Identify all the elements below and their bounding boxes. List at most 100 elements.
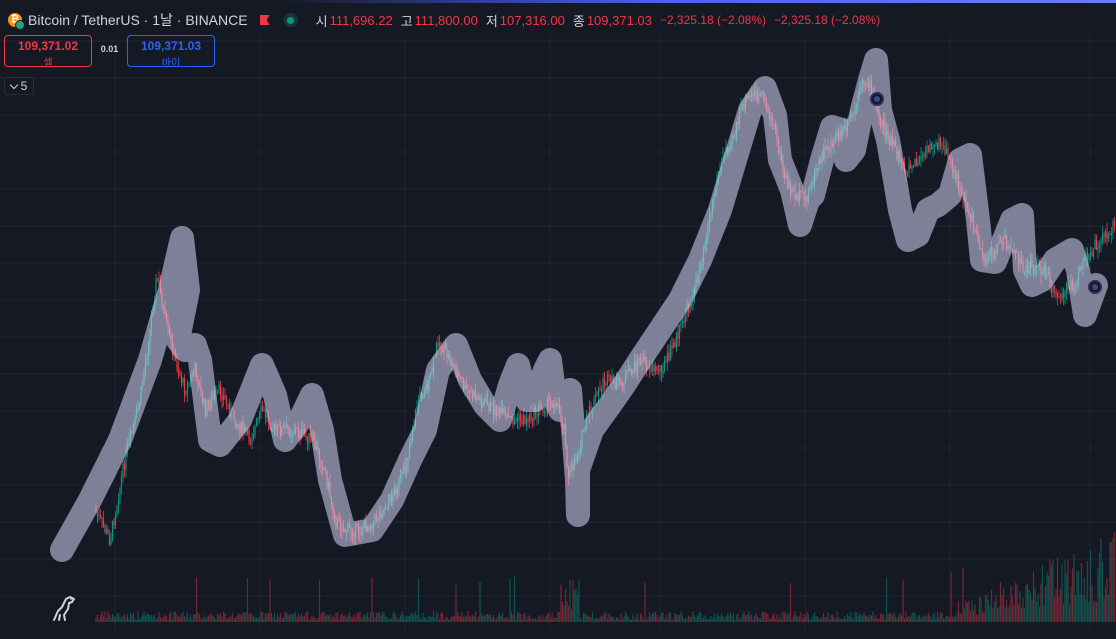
volume-bar [303, 615, 306, 622]
volume-bar [660, 612, 663, 622]
symbol-title[interactable]: Bitcoin / TetherUS · 1날 · BINANCE [28, 12, 248, 28]
volume-bar [495, 618, 498, 622]
volume-bar [917, 615, 919, 622]
volume-bar [767, 614, 769, 622]
volume-bar [477, 616, 480, 622]
dinosaur-logo-icon[interactable] [50, 593, 78, 623]
volume-bar [774, 619, 777, 622]
volume-bar [825, 617, 828, 622]
volume-bar [197, 611, 199, 622]
volume-bar [609, 617, 612, 622]
candle-body [1086, 252, 1089, 261]
volume-bar [879, 613, 882, 622]
volume-bar [150, 615, 153, 622]
volume-bar [500, 615, 502, 622]
volume-bar [644, 582, 646, 622]
candle-body [155, 278, 157, 302]
indicators-toggle-button[interactable]: 5 [4, 77, 34, 95]
volume-bar [524, 612, 526, 622]
candle-body [944, 145, 946, 155]
spread-value: 0.01 [100, 44, 119, 54]
volume-bar [266, 613, 268, 622]
volume-bar [414, 611, 417, 622]
volume-bar [768, 618, 771, 622]
volume-bar [687, 615, 690, 622]
volume-bar [170, 611, 172, 622]
volume-bar [192, 614, 195, 622]
volume-bar [456, 611, 459, 622]
volume-bar [444, 618, 447, 622]
candle-body [1109, 233, 1111, 235]
volume-bar [387, 618, 390, 622]
buy-label: 바이 [161, 58, 181, 69]
volume-bar [1106, 578, 1108, 622]
volume-bar [525, 619, 528, 622]
volume-bar [317, 618, 319, 622]
volume-bar [977, 614, 979, 622]
alert-marker-2[interactable] [1088, 280, 1102, 294]
volume-bar [521, 619, 523, 622]
candle-body [158, 278, 160, 283]
volume-bar [1023, 608, 1026, 622]
candle-body [1107, 233, 1110, 239]
volume-bar [885, 577, 888, 622]
volume-bar [300, 613, 303, 622]
candle-body [530, 413, 532, 420]
volume-bar [1035, 601, 1038, 622]
volume-bar [714, 618, 717, 622]
candle-body [669, 345, 672, 360]
volume-bar [516, 612, 519, 622]
volume-bar [1050, 565, 1053, 622]
volume-bar [932, 614, 934, 622]
candle-body [597, 389, 600, 396]
candle-body [179, 373, 181, 376]
volume-bar [719, 616, 721, 622]
candle-body [261, 406, 264, 411]
candle-body [606, 374, 609, 385]
volume-bar [497, 614, 499, 622]
volume-bar [675, 614, 678, 622]
freehand-drawing[interactable] [50, 48, 1108, 562]
buy-button[interactable]: 109,371.03 바이 [127, 35, 215, 69]
volume-bar [621, 619, 624, 622]
volume-bar [984, 595, 987, 622]
volume-bar [327, 615, 330, 622]
volume-bar [557, 611, 559, 622]
volume-bar [110, 617, 112, 622]
volume-bar [875, 615, 877, 622]
volume-bar [1068, 604, 1071, 622]
volume-bar [551, 612, 553, 622]
volume-bar [632, 613, 634, 622]
candle-body [522, 415, 525, 424]
candle-body [537, 406, 540, 417]
volume-bar [1004, 606, 1006, 622]
volume-bar [975, 614, 978, 622]
candle-body [1089, 252, 1092, 255]
volume-bar [689, 616, 691, 622]
flag-icon[interactable] [259, 15, 270, 25]
live-status-icon [283, 13, 298, 27]
sell-button[interactable]: 109,371.02 셀 [4, 35, 92, 69]
volume-bar [659, 615, 661, 622]
low-value: 107,316.00 [499, 12, 565, 28]
volume-bar [227, 617, 229, 622]
volume-bar [140, 617, 142, 622]
candle-body [1052, 286, 1054, 293]
volume-bar [806, 611, 808, 622]
candle-body [116, 506, 118, 516]
volume-bar [441, 613, 444, 622]
volume-bar [366, 612, 369, 622]
volume-bar [438, 618, 441, 622]
volume-bar [252, 615, 255, 622]
volume-bar [842, 619, 844, 622]
alert-marker-1[interactable] [870, 92, 884, 106]
volume-bar [1064, 559, 1066, 622]
volume-bar [729, 612, 732, 622]
volume-bar [393, 611, 396, 622]
candle-body [1112, 221, 1114, 234]
volume-bar [1110, 542, 1113, 622]
candle-body [912, 165, 915, 167]
volume-bar [434, 617, 436, 622]
